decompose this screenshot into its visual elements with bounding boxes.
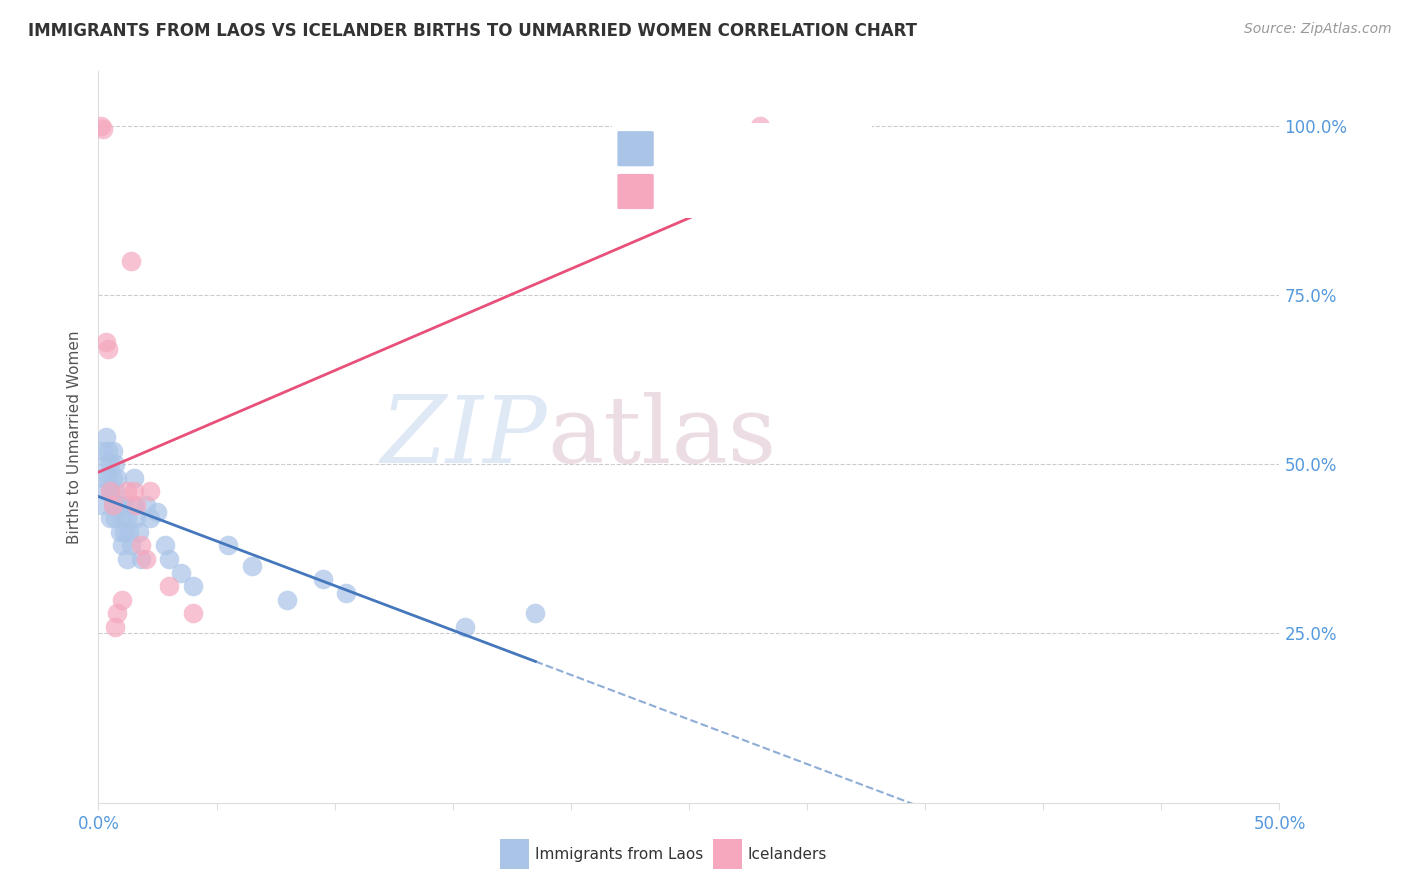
Point xyxy=(240,558,263,573)
Point xyxy=(135,552,157,566)
Point xyxy=(312,572,335,586)
Y-axis label: Births to Unmarried Women: Births to Unmarried Women xyxy=(67,330,83,544)
Point xyxy=(105,471,128,485)
Point xyxy=(94,430,117,444)
Point xyxy=(121,254,143,268)
Point xyxy=(276,592,298,607)
Point xyxy=(98,484,121,499)
Text: Immigrants from Laos: Immigrants from Laos xyxy=(536,847,703,862)
Point xyxy=(122,471,145,485)
Point xyxy=(108,498,131,512)
Point xyxy=(90,119,112,133)
Point xyxy=(104,457,127,471)
Point xyxy=(153,538,176,552)
Text: Icelanders: Icelanders xyxy=(748,847,827,862)
Point xyxy=(129,552,152,566)
Point xyxy=(94,457,117,471)
Point xyxy=(112,524,135,539)
Point xyxy=(524,606,547,620)
Point xyxy=(748,119,770,133)
Point xyxy=(125,498,148,512)
Point xyxy=(91,471,114,485)
Point xyxy=(101,443,124,458)
Text: Source: ZipAtlas.com: Source: ZipAtlas.com xyxy=(1244,22,1392,37)
Point xyxy=(111,538,134,552)
Point xyxy=(98,511,121,525)
Point xyxy=(108,524,131,539)
Text: atlas: atlas xyxy=(547,392,776,482)
Point xyxy=(115,552,138,566)
Point xyxy=(94,335,117,350)
Point xyxy=(181,579,204,593)
Point xyxy=(139,511,162,525)
Point xyxy=(101,471,124,485)
Point xyxy=(98,484,121,499)
Point xyxy=(101,498,124,512)
Point xyxy=(217,538,239,552)
Point xyxy=(146,505,169,519)
Point xyxy=(105,606,128,620)
Point xyxy=(111,592,134,607)
Point xyxy=(111,511,134,525)
Point xyxy=(112,498,135,512)
Point xyxy=(157,552,180,566)
Point xyxy=(91,122,114,136)
Point xyxy=(104,511,127,525)
Point xyxy=(115,484,138,499)
Point xyxy=(125,511,148,525)
Point xyxy=(94,484,117,499)
Point xyxy=(121,538,143,552)
Point xyxy=(104,620,127,634)
Point xyxy=(453,620,475,634)
Point xyxy=(157,579,180,593)
Point xyxy=(135,498,157,512)
Point xyxy=(122,484,145,499)
Point xyxy=(129,538,152,552)
Point xyxy=(91,443,114,458)
Point xyxy=(98,457,121,471)
Point xyxy=(118,524,141,539)
Point xyxy=(105,498,128,512)
Point xyxy=(104,484,127,499)
Point xyxy=(97,443,120,458)
Point xyxy=(115,511,138,525)
Point xyxy=(335,586,357,600)
Point xyxy=(90,498,112,512)
Text: ZIP: ZIP xyxy=(381,392,547,482)
Point xyxy=(128,524,150,539)
Point xyxy=(97,471,120,485)
Point xyxy=(101,498,124,512)
Point xyxy=(139,484,162,499)
Point xyxy=(97,342,120,356)
Point xyxy=(170,566,193,580)
Point xyxy=(181,606,204,620)
Point xyxy=(122,498,145,512)
Text: IMMIGRANTS FROM LAOS VS ICELANDER BIRTHS TO UNMARRIED WOMEN CORRELATION CHART: IMMIGRANTS FROM LAOS VS ICELANDER BIRTHS… xyxy=(28,22,917,40)
